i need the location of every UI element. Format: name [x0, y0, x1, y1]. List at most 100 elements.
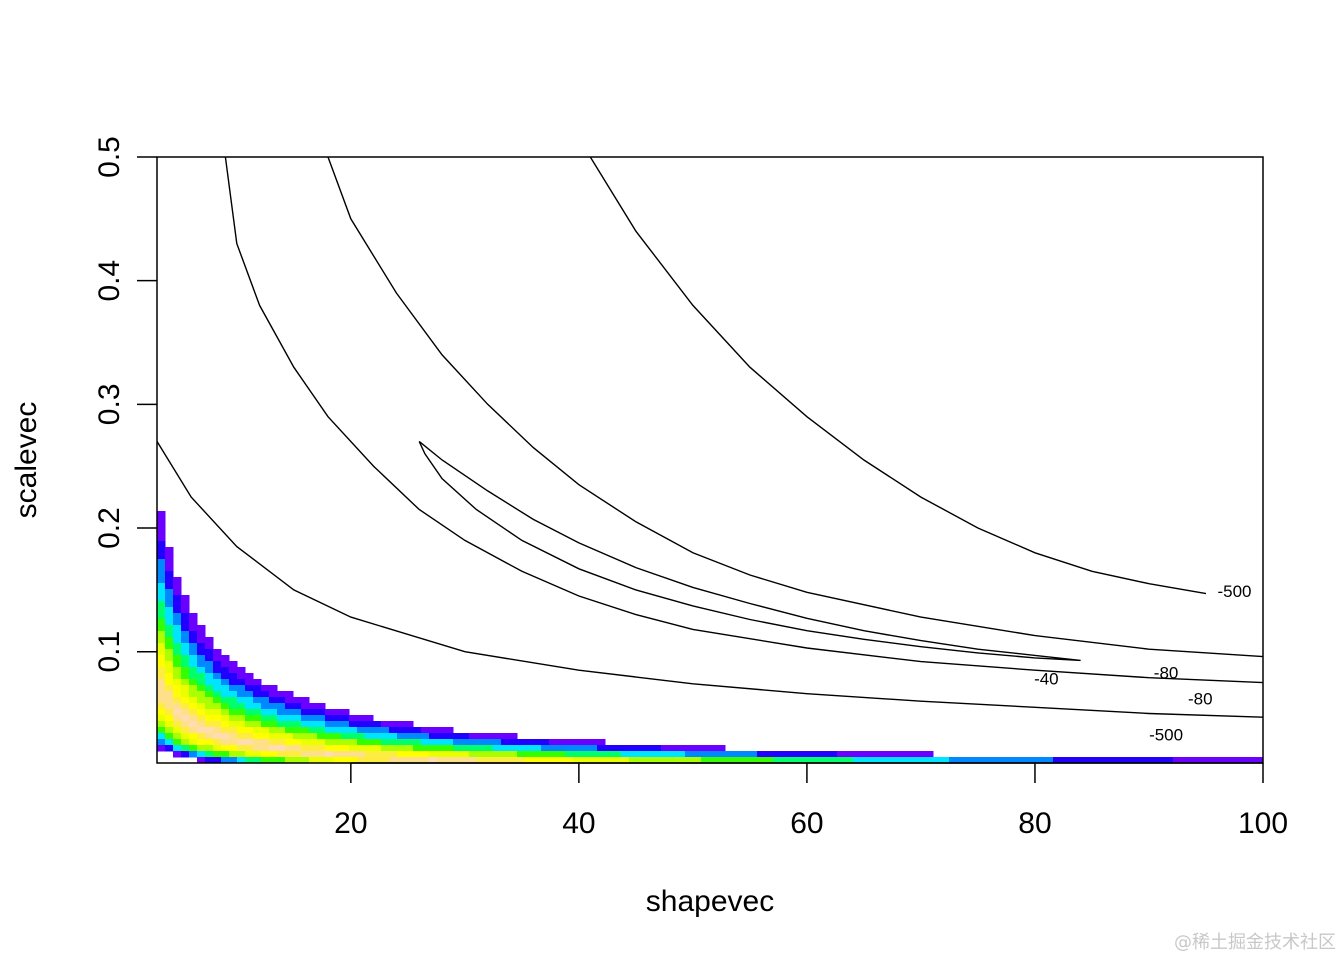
contour-fill-cell [205, 673, 214, 680]
contour-fill-cell [813, 751, 822, 758]
contour-fill-cell [253, 739, 262, 746]
contour-fill-cell [293, 697, 302, 704]
contour-fill-cell [805, 751, 814, 758]
contour-fill-cell [221, 655, 230, 662]
contour-fill-cell [901, 757, 910, 763]
contour-fill-cell [453, 757, 462, 763]
contour-fill-cell [181, 685, 190, 692]
contour-fill-cell [197, 697, 206, 704]
contour-fill-cell [789, 757, 798, 763]
contour-fill-cell [421, 733, 430, 740]
contour-fill-cell [157, 679, 166, 686]
contour-fill-cell [261, 715, 270, 722]
contour-fill-cell [373, 721, 382, 728]
contour-fill-cell [429, 733, 438, 740]
contour-fill-cell [245, 703, 254, 710]
contour-fill-cell [165, 661, 174, 668]
contour-fill-cell [197, 685, 206, 692]
contour-fill-cell [221, 715, 230, 722]
contour-fill-cell [1061, 757, 1070, 763]
contour-fill-cell [357, 721, 366, 728]
contour-fill-cell [325, 721, 334, 728]
contour-fill-cell [261, 727, 270, 734]
contour-fill-cell [341, 727, 350, 734]
contour-fill-cell [613, 757, 622, 763]
contour-fill-cell [157, 715, 166, 722]
contour-fill-cell [173, 709, 182, 716]
contour-fill-cell [197, 715, 206, 722]
contour-fill-cell [205, 649, 214, 656]
contour-fill-cell [421, 745, 430, 752]
contour-fill-cell [605, 757, 614, 763]
x-tick-label-1: 40 [562, 807, 595, 840]
contour-fill-cell [589, 739, 598, 746]
contour-fill-cell [173, 613, 182, 620]
contour-fill-cell [469, 757, 478, 763]
contour-fill-cell [349, 757, 358, 763]
contour-lines [157, 157, 1263, 718]
contour-fill-cell [1157, 757, 1166, 763]
contour-fill-cell [173, 751, 182, 758]
contour-fill-cell [285, 715, 294, 722]
contour-fill-cell [749, 757, 758, 763]
contour-fill-cell [397, 739, 406, 746]
contour-fill-cell [189, 739, 198, 746]
contour-fill-cell [333, 739, 342, 746]
contour-fill-cell [189, 667, 198, 674]
contour-fill-cell [229, 679, 238, 686]
contour-fill-cell [269, 733, 278, 740]
contour-fill-cell [349, 739, 358, 746]
contour-fill-cell [189, 733, 198, 740]
contour-fill-cell [229, 661, 238, 668]
contour-fill-cell [261, 691, 270, 698]
contour-fill-cell [349, 733, 358, 740]
contour-fill-cell [717, 757, 726, 763]
contour-fill-cell [325, 709, 334, 716]
contour-fill-cell [213, 655, 222, 662]
contour-fill-cell [381, 727, 390, 734]
contour-fill-cell [165, 697, 174, 704]
contour-fill-cell [269, 751, 278, 758]
contour-fill-cell [245, 733, 254, 740]
contour-fill-cell [285, 691, 294, 698]
contour-fill-cell [773, 751, 782, 758]
contour-fill-cell [845, 757, 854, 763]
contour-fill-cell [173, 625, 182, 632]
contour-fill-cell [277, 697, 286, 704]
contour-fill-cell [165, 679, 174, 686]
contour-fill-cell [173, 685, 182, 692]
contour-fill-cell [181, 691, 190, 698]
contour-fill-cell [485, 751, 494, 758]
contour-fill-cell [429, 739, 438, 746]
contour-fill-cell [173, 715, 182, 722]
contour-fill-cell [237, 727, 246, 734]
contour-fill-cell [597, 745, 606, 752]
contour-fill-cell [237, 721, 246, 728]
contour-fill-cell [189, 679, 198, 686]
contour-fill-cell [965, 757, 974, 763]
contour-fill-cell [445, 733, 454, 740]
contour-fill-cell [485, 757, 494, 763]
contour-fill-cell [205, 727, 214, 734]
contour-fill-cell [269, 691, 278, 698]
contour-fill-cell [389, 727, 398, 734]
contour-fill-cell [581, 757, 590, 763]
contour-fill-cell [261, 739, 270, 746]
contour-fill-cell [773, 757, 782, 763]
contour-fill-cell [197, 667, 206, 674]
contour-fill-cell [493, 733, 502, 740]
contour-fill-cell [453, 751, 462, 758]
contour-fill-cell [293, 727, 302, 734]
contour-fill-cell [253, 679, 262, 686]
contour-fill-cell [397, 757, 406, 763]
contour-fill-cell [285, 727, 294, 734]
contour-fill-cell [213, 721, 222, 728]
contour-fill-cell [349, 727, 358, 734]
contour-fill-cell [197, 745, 206, 752]
contour-fill-cell [253, 745, 262, 752]
contour-fill-cell [293, 751, 302, 758]
contour-fill-cell [157, 649, 166, 656]
contour-fill-cell [565, 739, 574, 746]
contour-fill-cell [1125, 757, 1134, 763]
contour-fill-cell [237, 709, 246, 716]
